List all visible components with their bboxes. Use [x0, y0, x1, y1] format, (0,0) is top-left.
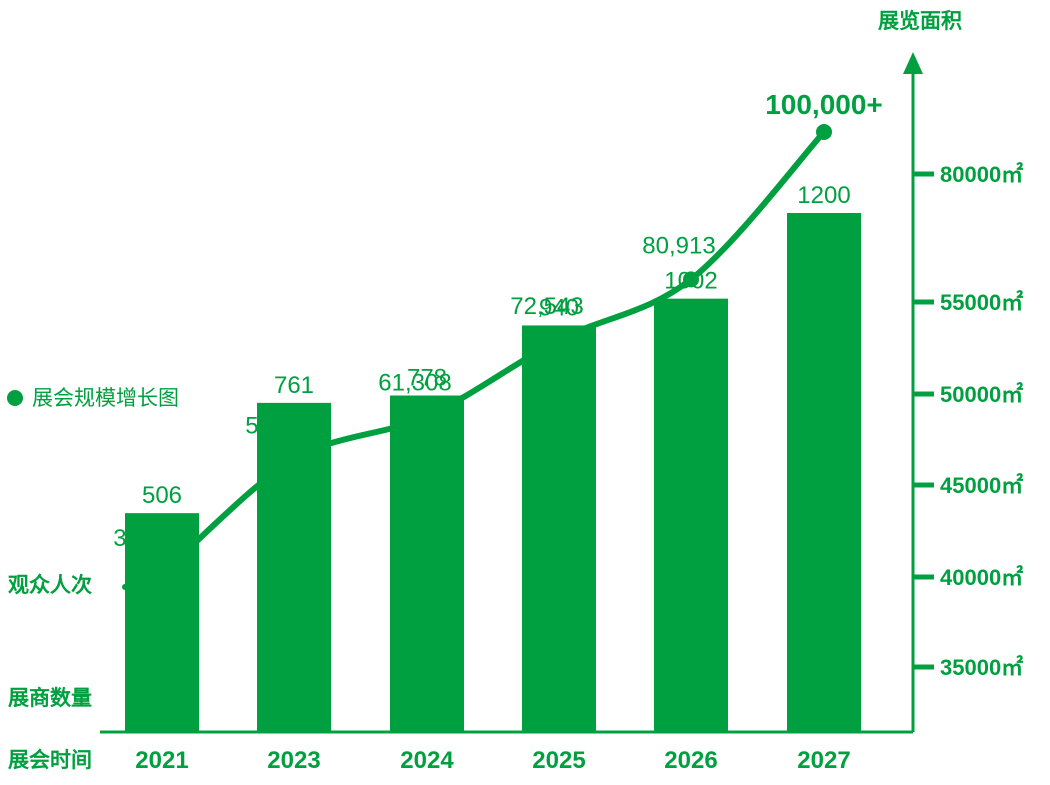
line-value-label: 80,913	[642, 232, 715, 259]
right-axis-tick-label: 50000㎡	[940, 382, 1023, 407]
bar-2025	[522, 325, 596, 732]
right-axis-tick-label: 55000㎡	[940, 290, 1023, 315]
bar-value-label: 940	[539, 294, 579, 321]
bar-series-label: 展商数量	[8, 686, 92, 710]
line-series-label: 观众人次	[8, 573, 92, 597]
line-value-label: 72,543	[510, 293, 583, 320]
x-tick-label: 2025	[532, 747, 585, 774]
right-axis-arrow-icon	[903, 52, 923, 74]
bar-2024	[390, 395, 464, 732]
x-tick-label: 2021	[135, 747, 188, 774]
bar-2026	[654, 298, 728, 732]
legend-dot	[7, 390, 23, 406]
legend-text: 展会规模增长图	[32, 387, 179, 410]
line-point-2025	[551, 331, 567, 348]
line-point-2023	[286, 451, 302, 468]
line-point-2027	[816, 124, 832, 140]
line-point-2024	[419, 408, 435, 425]
bar-value-label: 506	[142, 482, 182, 509]
line-value-label: 31,453	[113, 525, 186, 552]
bar-2027	[787, 213, 861, 732]
right-axis-tick-label: 45000㎡	[940, 473, 1023, 498]
right-axis-tick-label: 80000㎡	[940, 162, 1023, 187]
x-axis-label: 展会时间	[8, 748, 92, 772]
right-axis-tick-label: 35000㎡	[940, 655, 1023, 680]
bar-value-label: 761	[274, 372, 314, 399]
bar-value-label: 778	[407, 365, 447, 392]
x-tick-label: 2023	[267, 747, 320, 774]
line-value-label: 100,000+	[765, 89, 883, 120]
x-tick-label: 2027	[797, 747, 850, 774]
x-tick-label: 2026	[664, 747, 717, 774]
line-point-2026	[683, 271, 699, 288]
line-value-label: 61,308	[378, 369, 451, 396]
line-value-label: 54,506	[245, 412, 318, 439]
x-tick-label: 2024	[400, 747, 454, 774]
bar-value-label: 1200	[797, 182, 850, 209]
line-point-2021	[154, 564, 170, 580]
visitors-line	[122, 129, 827, 590]
right-axis-tick-label: 40000㎡	[940, 565, 1023, 590]
right-axis-label: 展览面积	[878, 9, 962, 33]
